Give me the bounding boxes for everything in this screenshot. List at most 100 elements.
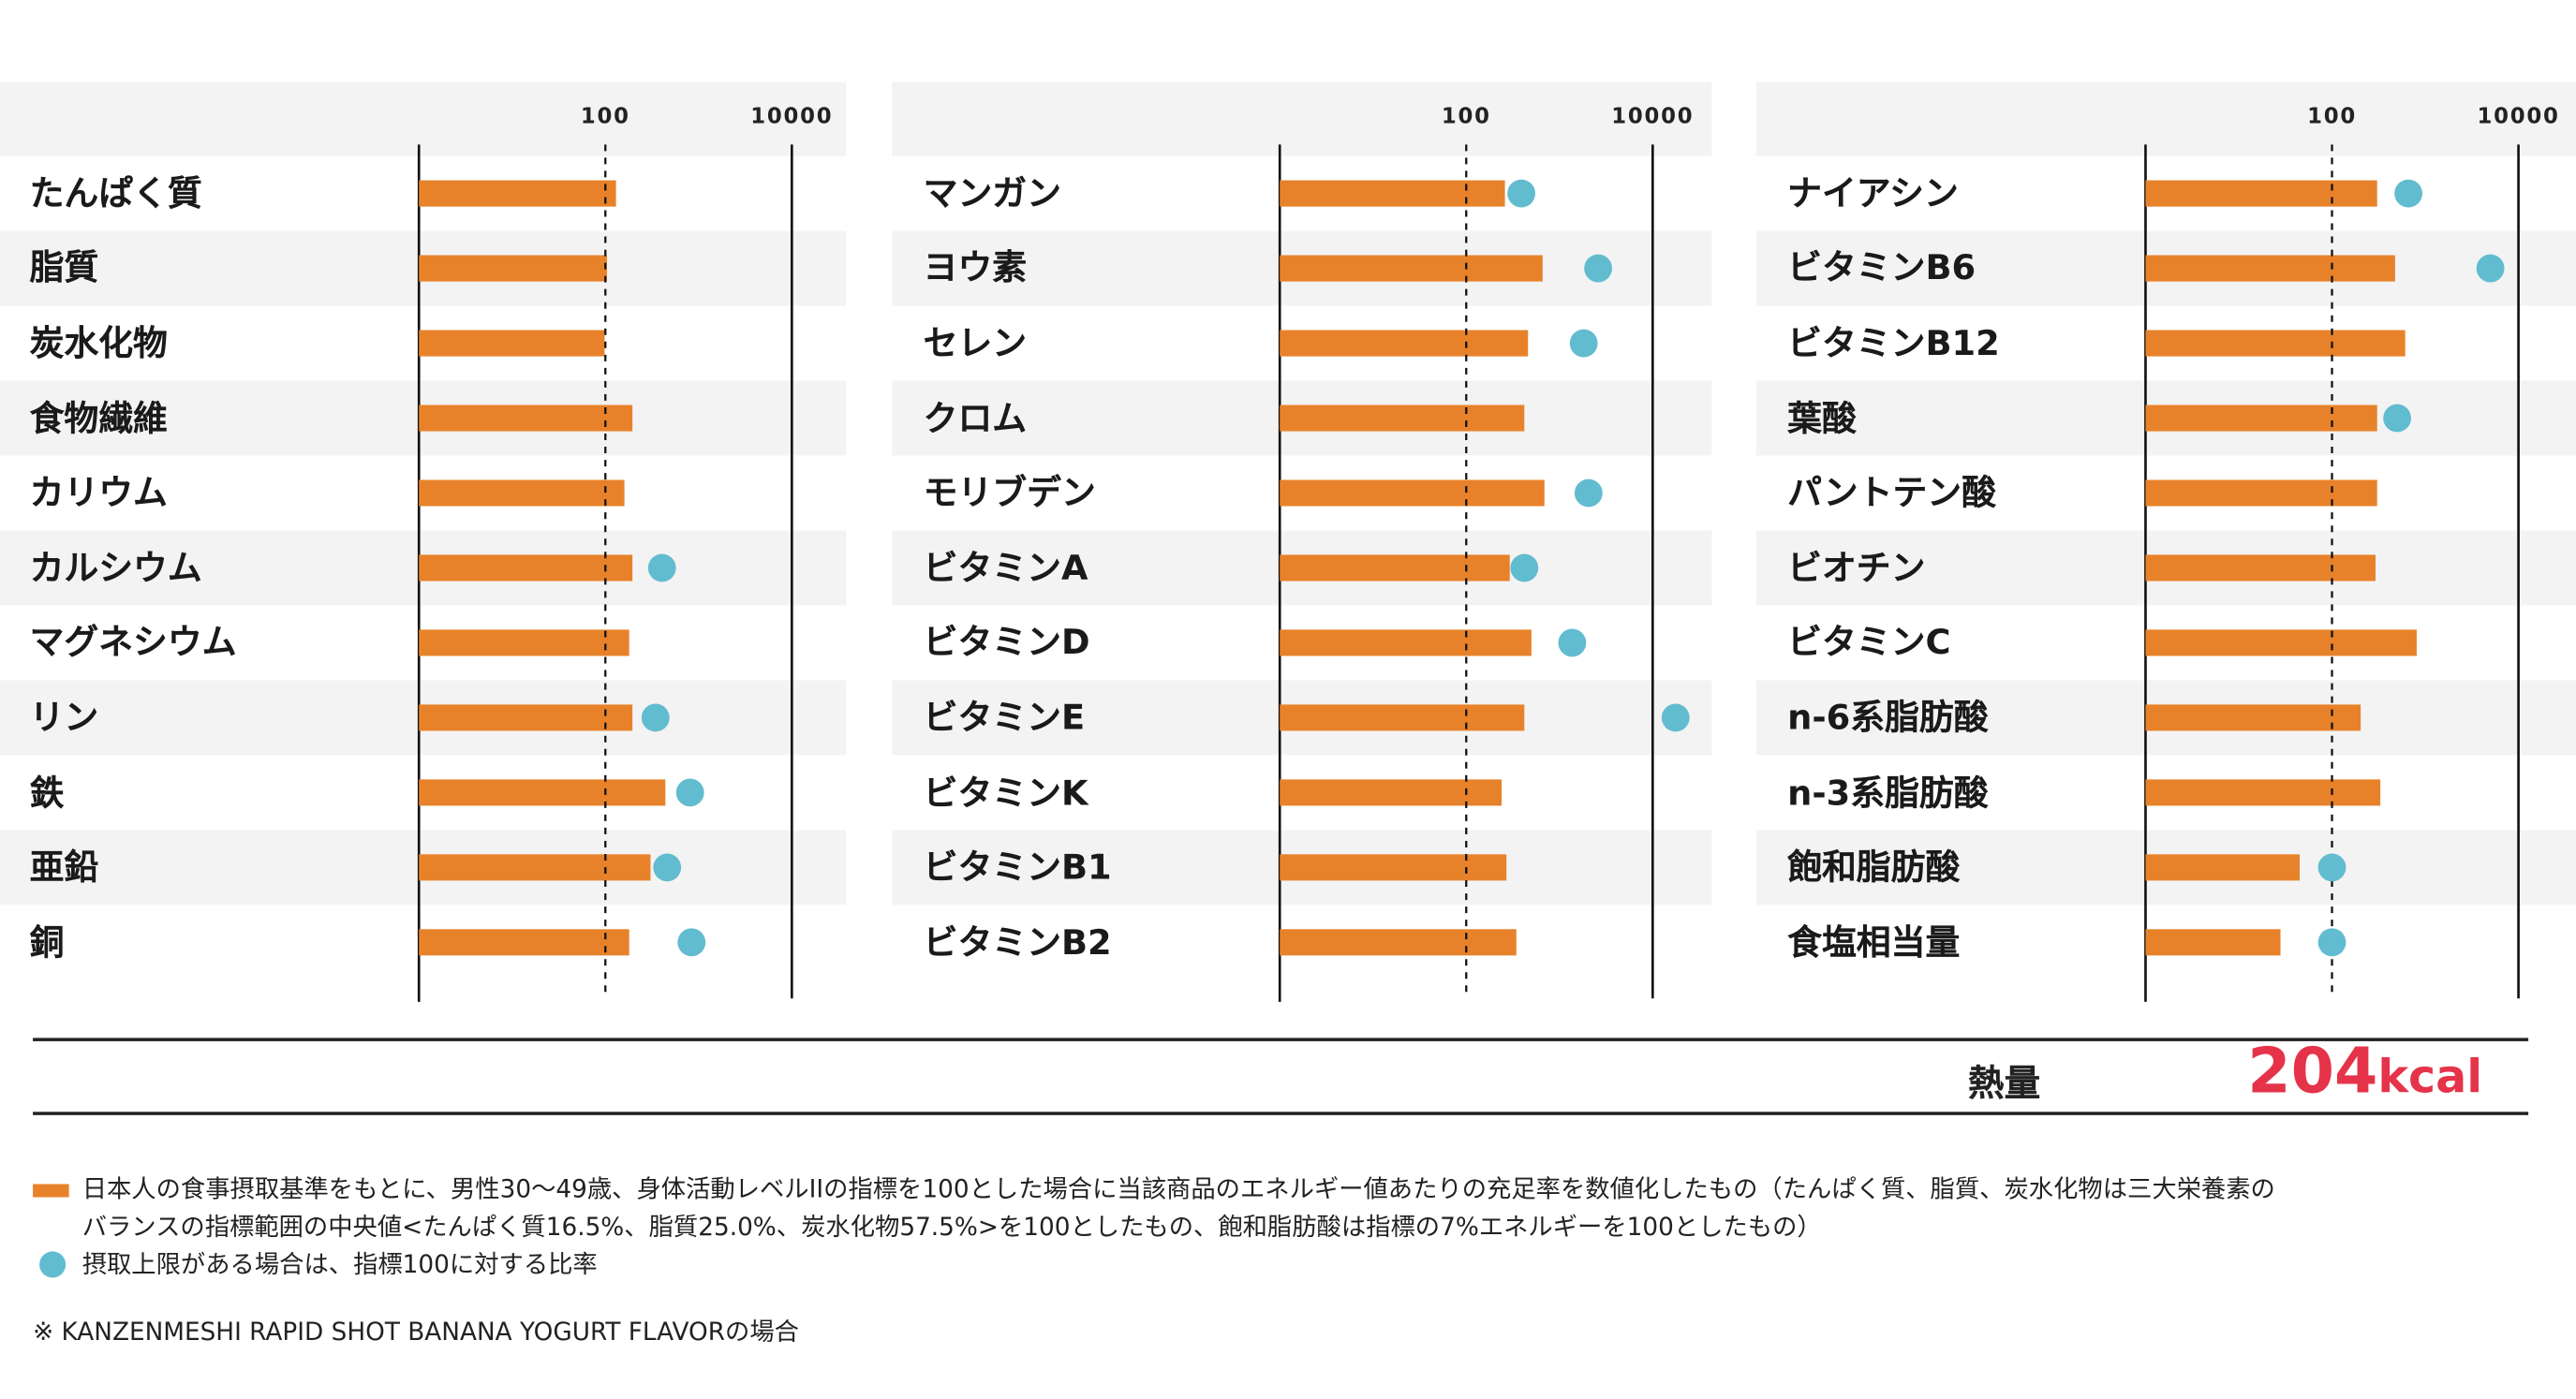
chart-svg [0, 81, 847, 1002]
tick-label-10000: 10000 [1611, 105, 1695, 130]
bar-ビタミンB12 [2145, 330, 2406, 357]
bar-ビタミンB6 [2145, 255, 2395, 282]
upper-limit-dot-葉酸 [2383, 404, 2411, 433]
upper-limit-dot-亜鉛 [653, 853, 682, 882]
bar-n-3系脂肪酸 [2145, 779, 2381, 806]
header-band [1755, 81, 2576, 156]
tick-label-10000: 10000 [2477, 105, 2560, 130]
category-label: 炭水化物 [29, 323, 168, 363]
bar-ビタミンE [1280, 704, 1525, 731]
bar-n-6系脂肪酸 [2145, 704, 2361, 731]
category-label: 鉄 [29, 773, 65, 813]
category-label: 脂質 [29, 248, 99, 288]
legend-bar-swatch [33, 1184, 69, 1198]
category-label: セレン [923, 323, 1028, 363]
category-label: n-3系脂肪酸 [1787, 773, 1989, 813]
bar-食塩相当量 [2145, 929, 2281, 956]
bar-亜鉛 [419, 854, 651, 881]
energy-unit: kcal [2377, 1049, 2483, 1104]
legend-dot-text: 摂取上限がある場合は、指標100に対する比率 [81, 1249, 598, 1280]
bar-炭水化物 [419, 330, 605, 357]
bar-マグネシウム [419, 629, 629, 656]
category-label: 食物繊維 [29, 398, 168, 438]
bar-脂質 [419, 255, 607, 282]
bar-ナイアシン [2145, 180, 2377, 207]
category-label: n-6系脂肪酸 [1787, 698, 1989, 738]
upper-limit-dot-セレン [1569, 329, 1598, 358]
category-label: マンガン [923, 173, 1061, 214]
bar-鉄 [419, 779, 666, 806]
bar-ビオチン [2145, 554, 2376, 582]
bar-ビタミンB1 [1280, 854, 1507, 881]
chart-panel-minerals: 100 10000 たんぱく質脂質炭水化物食物繊維カリウムカルシウムマグネシウム リン… [0, 81, 847, 1019]
category-label: カルシウム [29, 548, 202, 588]
category-label: リン [29, 698, 99, 738]
category-label: 亜鉛 [29, 847, 99, 888]
upper-limit-dot-ビタミンB6 [2476, 254, 2505, 283]
chart-svg [892, 81, 1712, 1002]
bar-カルシウム [419, 554, 633, 582]
category-label: パントテン酸 [1787, 473, 1996, 513]
upper-limit-dot-マンガン [1507, 179, 1536, 208]
upper-limit-dot-ビタミンA [1510, 553, 1539, 582]
upper-limit-dot-モリブデン [1574, 479, 1603, 508]
category-label: ビタミンB12 [1787, 323, 2000, 363]
bar-ビタミンB2 [1280, 929, 1517, 956]
bar-クロム [1280, 405, 1525, 432]
upper-limit-dot-ビタミンE [1661, 703, 1690, 732]
tick-label-10000: 10000 [750, 105, 834, 130]
category-label: ビタミンA [923, 548, 1088, 588]
category-label: ナイアシン [1787, 173, 1959, 214]
product-note: ※ KANZENMESHI RAPID SHOT BANANA YOGURT F… [33, 1317, 799, 1347]
bar-食物繊維 [419, 405, 633, 432]
category-label: 葉酸 [1787, 398, 1857, 438]
upper-limit-dot-食塩相当量 [2317, 928, 2347, 957]
category-label: ヨウ素 [923, 248, 1028, 288]
category-label: ビタミンD [923, 623, 1090, 663]
category-label: ビタミンK [923, 773, 1088, 813]
bar-ビタミンK [1280, 779, 1503, 806]
legend-dot-swatch [39, 1251, 67, 1278]
energy-number: 204 [2247, 1034, 2378, 1108]
bar-カリウム [419, 479, 625, 507]
bar-パントテン酸 [2145, 479, 2377, 507]
category-label: 飽和脂肪酸 [1787, 847, 1961, 888]
category-label: マグネシウム [29, 623, 237, 663]
header-band [892, 81, 1712, 156]
bar-ビタミンC [2145, 629, 2417, 656]
category-label: カリウム [29, 473, 168, 513]
upper-limit-dot-銅 [677, 928, 706, 957]
category-label: ビタミンB1 [923, 847, 1112, 888]
upper-limit-dot-リン [641, 703, 670, 732]
upper-limit-dot-飽和脂肪酸 [2317, 853, 2347, 882]
bar-ヨウ素 [1280, 255, 1543, 282]
category-label: クロム [923, 398, 1028, 438]
divider-top [33, 1038, 2529, 1041]
bar-ビタミンD [1280, 629, 1532, 656]
tick-label-100: 100 [580, 105, 630, 130]
category-label: モリブデン [923, 473, 1096, 513]
energy-value: 204kcal [2247, 1035, 2482, 1107]
bar-たんぱく質 [419, 180, 616, 207]
chart-panel-vitamins-lipids: 100 10000 ナイアシン ビタミンB6 ビタミンB12 葉酸 パントテン酸 ビオチン ビタ… [1755, 81, 2576, 1019]
category-label: ビタミンB2 [923, 922, 1112, 963]
legend-bar-text-2: バランスの指標範囲の中央値<たんぱく質16.5%、脂質25.0%、炭水化物57.… [81, 1212, 1822, 1242]
category-label: 銅 [29, 922, 65, 963]
upper-limit-dot-ビタミンD [1558, 628, 1587, 657]
category-label: ビタミンB6 [1787, 248, 1976, 288]
upper-limit-dot-鉄 [675, 778, 704, 807]
bar-モリブデン [1280, 479, 1545, 507]
tick-label-100: 100 [2307, 105, 2357, 130]
divider-bottom [33, 1112, 2529, 1115]
chart-panel-vitamins-trace: 100 10000 マンガン ヨウ素 セレン クロム モリブデン ビタミンA ビタミンD ビタミン… [892, 81, 1712, 1019]
upper-limit-dot-ナイアシン [2394, 179, 2422, 208]
bar-銅 [419, 929, 629, 956]
bar-葉酸 [2145, 405, 2377, 432]
chart-svg [1755, 81, 2576, 1002]
header-band [0, 81, 847, 156]
category-label: 食塩相当量 [1787, 922, 1961, 963]
bar-ビタミンA [1280, 554, 1510, 582]
category-label: たんぱく質 [29, 173, 202, 214]
energy-label: 熱量 [1968, 1064, 2041, 1106]
